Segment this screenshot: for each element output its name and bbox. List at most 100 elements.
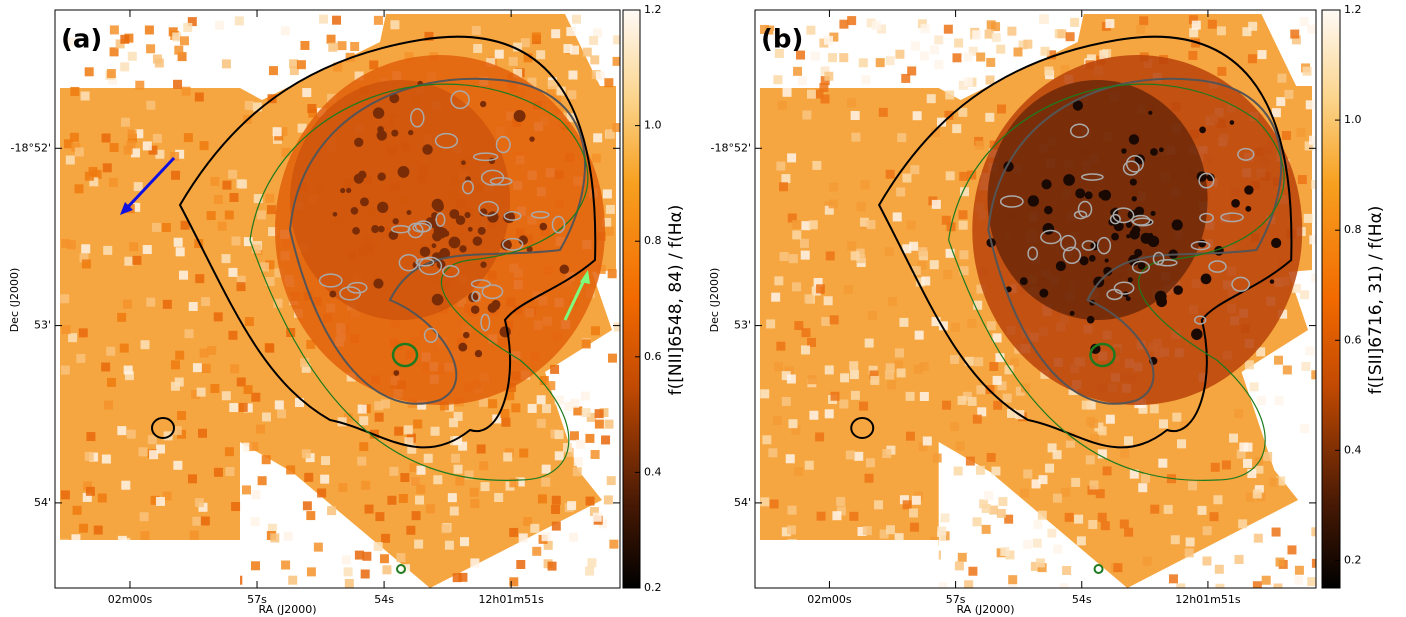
pixel: [1071, 477, 1081, 487]
pixel: [824, 35, 834, 45]
knot: [332, 211, 338, 217]
knot: [346, 187, 352, 194]
knot: [1131, 196, 1137, 202]
pixel: [494, 493, 504, 503]
pixel: [301, 363, 311, 373]
contour: [396, 564, 406, 574]
pixel: [854, 451, 864, 461]
pixel: [480, 482, 490, 492]
pixel: [328, 42, 338, 52]
pixel: [801, 328, 811, 338]
pixel: [941, 215, 951, 225]
pixel: [244, 100, 254, 110]
pixel: [179, 270, 189, 280]
pixel: [906, 220, 916, 230]
pixel: [816, 284, 826, 294]
pixel: [1030, 561, 1040, 571]
pixel: [1239, 442, 1249, 452]
pixel: [243, 442, 253, 452]
pixel: [912, 111, 922, 121]
pixel: [523, 53, 533, 63]
pixel: [967, 396, 977, 406]
pixel: [955, 441, 965, 451]
pixel: [937, 532, 947, 542]
pixel: [957, 395, 967, 405]
contour: [288, 77, 586, 405]
pixel: [766, 319, 776, 329]
pixel: [850, 111, 860, 121]
pixel: [126, 140, 136, 150]
pixel: [61, 238, 71, 248]
pixel: [199, 348, 209, 358]
pixel: [1004, 514, 1014, 524]
pixel: [810, 51, 820, 61]
pixel: [952, 53, 962, 63]
knot: [377, 201, 389, 214]
pixel: [221, 391, 231, 401]
pixel: [476, 444, 486, 454]
pixel: [777, 101, 787, 111]
pixel: [910, 165, 920, 175]
knot: [464, 211, 471, 219]
pixel: [224, 210, 234, 220]
pixel: [868, 365, 878, 375]
pixel: [1261, 575, 1271, 585]
contour: [410, 108, 425, 128]
pixel: [828, 53, 838, 63]
knot: [1148, 110, 1153, 115]
contour: [1152, 251, 1165, 266]
pixel: [1037, 563, 1047, 573]
pixel: [306, 511, 316, 521]
knot: [393, 370, 400, 376]
mask: [55, 540, 240, 588]
pixel: [108, 177, 118, 187]
pixel: [612, 56, 620, 66]
pixel: [864, 338, 874, 348]
pixel: [242, 485, 252, 495]
pixel: [1273, 583, 1283, 588]
pixel: [532, 546, 542, 556]
contour: [1199, 212, 1214, 223]
pixel: [124, 371, 134, 381]
pixel: [856, 254, 866, 264]
pixel: [911, 41, 921, 51]
pixel: [865, 458, 875, 468]
pixel: [523, 516, 533, 526]
pixel: [581, 408, 591, 418]
pixel: [857, 527, 867, 537]
colorbar-tick-label: 0.6: [644, 350, 662, 363]
pixel: [580, 391, 590, 401]
pixel: [1023, 469, 1033, 479]
pixel: [570, 45, 580, 55]
pixel: [774, 362, 784, 372]
pixel: [1207, 19, 1217, 29]
knot: [480, 261, 487, 268]
pixel: [564, 401, 574, 411]
contour: [1089, 342, 1116, 368]
pixel: [813, 277, 823, 287]
pixel: [191, 389, 201, 399]
pixel: [819, 83, 829, 93]
pixel: [938, 321, 948, 331]
pixel: [612, 123, 620, 133]
knot: [329, 290, 337, 298]
pixel: [155, 149, 165, 159]
knot: [1075, 188, 1086, 199]
pixel: [972, 414, 982, 424]
pixel: [213, 312, 223, 322]
pixel: [297, 123, 307, 133]
pixel: [590, 449, 600, 459]
pixel: [89, 177, 99, 187]
pixel: [984, 491, 994, 501]
contour: [1190, 240, 1211, 251]
pixel: [964, 356, 974, 366]
knot: [449, 209, 460, 219]
contour: [1157, 258, 1178, 267]
pixel: [781, 371, 791, 381]
pixel: [513, 42, 523, 52]
pixel: [423, 453, 433, 463]
pixel: [424, 31, 434, 41]
pixel: [1180, 420, 1190, 430]
pixel: [536, 418, 546, 428]
contour: [450, 90, 470, 110]
